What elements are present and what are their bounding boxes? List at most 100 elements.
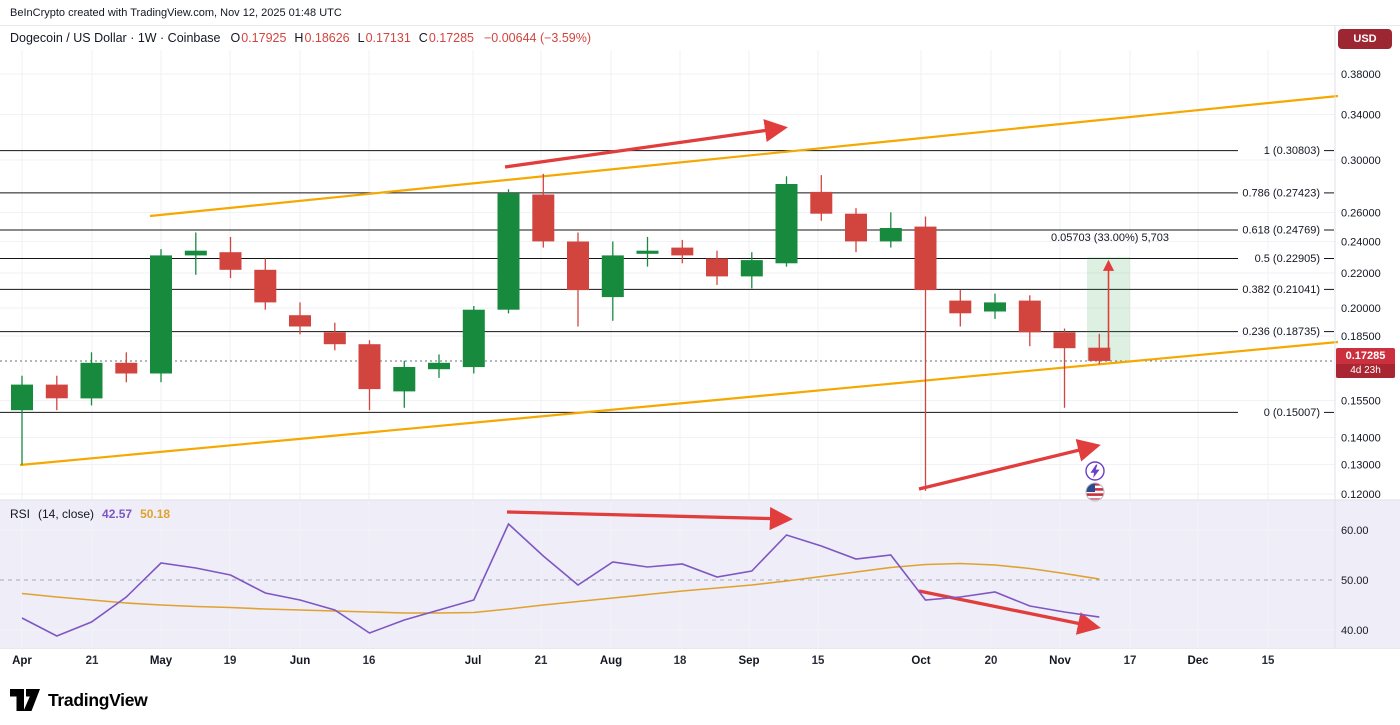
event-icon-us-flag	[1085, 482, 1105, 502]
annotation-arrows	[504, 119, 1101, 635]
candle	[219, 236, 242, 279]
svg-text:0.382 (0.21041): 0.382 (0.21041)	[1242, 284, 1320, 296]
chart-area: 1 (0.30803) 0.786 (0.27423) 0.618 (0.24769…	[0, 26, 1400, 648]
candle	[80, 352, 103, 406]
candle	[949, 290, 972, 327]
open-value: 0.17925	[241, 31, 287, 45]
time-axis-label: 17	[1123, 655, 1137, 667]
tradingview-brand: TradingView	[48, 689, 148, 710]
candle	[810, 175, 833, 221]
svg-text:0.05703 (33.00%) 5,703: 0.05703 (33.00%) 5,703	[1051, 232, 1169, 244]
current-price-value: 0.17285	[1345, 350, 1386, 362]
low-value: 0.17131	[365, 31, 411, 45]
candle	[671, 239, 694, 264]
low-label: L	[357, 31, 365, 45]
change-value: −0.00644 (−3.59%)	[484, 31, 592, 45]
svg-text:0.18500: 0.18500	[1341, 331, 1381, 343]
fib-retracement: 1 (0.30803) 0.786 (0.27423) 0.618 (0.24769…	[0, 145, 1334, 419]
time-axis-label: Aug	[599, 655, 623, 667]
svg-text:0.618 (0.24769): 0.618 (0.24769)	[1242, 225, 1320, 237]
candlestick-series	[11, 173, 1111, 491]
attribution-text: BeInCrypto created with TradingView.com,…	[10, 7, 342, 19]
svg-text:0.30000: 0.30000	[1341, 155, 1381, 167]
svg-text:0.26000: 0.26000	[1341, 207, 1381, 219]
candle	[428, 354, 450, 378]
candle	[601, 241, 624, 321]
svg-text:0.13000: 0.13000	[1341, 460, 1381, 472]
candle	[1088, 333, 1111, 365]
tradingview-logo-icon	[10, 689, 40, 711]
symbol-title: Dogecoin / US Dollar · 1W · Coinbase	[10, 31, 221, 45]
rsi-title: RSI	[10, 507, 31, 521]
candle	[184, 232, 207, 275]
candle	[115, 352, 138, 383]
pane-borders	[0, 26, 1400, 648]
trend-channel	[19, 94, 1339, 467]
candle	[358, 340, 381, 411]
open-label: O	[230, 31, 241, 45]
time-axis-label: Nov	[1049, 655, 1071, 667]
candle	[289, 302, 311, 335]
candle	[567, 232, 589, 327]
rsi-pane-background	[0, 500, 1400, 648]
candle	[740, 252, 763, 289]
time-axis-label: 15	[811, 655, 825, 667]
time-axis-label: 18	[673, 655, 687, 667]
svg-text:0.24000: 0.24000	[1341, 237, 1381, 249]
candle	[879, 212, 902, 248]
candle	[323, 322, 346, 351]
svg-text:0.15500: 0.15500	[1341, 396, 1381, 408]
time-axis-label: May	[149, 655, 173, 667]
svg-text:0.14000: 0.14000	[1341, 433, 1381, 445]
candle	[914, 216, 937, 491]
symbol-legend: Dogecoin / US Dollar · 1W · Coinbase O0.…	[10, 31, 591, 45]
candle	[11, 375, 33, 465]
svg-text:0.786 (0.27423): 0.786 (0.27423)	[1242, 187, 1320, 199]
close-value: 0.17285	[428, 31, 474, 45]
close-label: C	[418, 31, 428, 45]
svg-text:60.00: 60.00	[1341, 525, 1369, 537]
svg-text:0 (0.15007): 0 (0.15007)	[1264, 407, 1320, 419]
currency-button[interactable]: USD	[1338, 29, 1392, 49]
svg-text:0.5 (0.22905): 0.5 (0.22905)	[1255, 253, 1320, 265]
main-chart-svg: 1 (0.30803) 0.786 (0.27423) 0.618 (0.24769…	[0, 26, 1400, 648]
candle	[845, 208, 867, 253]
time-axis-label: 20	[984, 655, 998, 667]
candle	[706, 250, 728, 285]
time-axis-label: Jun	[289, 655, 311, 667]
time-axis-label: Oct	[911, 655, 931, 667]
candle	[636, 236, 659, 267]
high-value: 0.18626	[304, 31, 350, 45]
rsi-ma-value: 50.18	[140, 507, 171, 521]
candle	[45, 375, 68, 411]
svg-text:50.00: 50.00	[1341, 575, 1369, 587]
candle	[254, 258, 277, 310]
svg-text:0.38000: 0.38000	[1341, 69, 1381, 81]
rsi-value: 42.57	[102, 507, 133, 521]
time-axis-label: Sep	[738, 655, 760, 667]
time-axis-label: 19	[223, 655, 237, 667]
time-axis-label: Jul	[464, 655, 482, 667]
time-axis-label: 16	[362, 655, 376, 667]
time-axis-label: Apr	[12, 655, 32, 667]
candle	[150, 249, 172, 383]
grid-lines	[0, 50, 1335, 648]
svg-text:0.34000: 0.34000	[1341, 110, 1381, 122]
rsi-params: (14, close)	[38, 507, 95, 521]
rsi-legend: RSI (14, close) 42.57 50.18	[10, 507, 170, 521]
candle	[532, 173, 555, 248]
time-axis-label: 15	[1261, 655, 1275, 667]
bar-countdown: 4d 23h	[1336, 364, 1395, 378]
time-axis-label: 21	[85, 655, 99, 667]
candle	[984, 293, 1006, 319]
event-icon-lightning	[1085, 461, 1105, 481]
price-scale: 0.38000 0.34000 0.30000 0.26000 0.24000 0.220…	[1341, 69, 1381, 637]
time-axis: Apr 21 May 19 Jun 16 Jul 21 Aug 18 Sep 15 Oct 20 Nov 17…	[0, 648, 1400, 675]
svg-text:0.12000: 0.12000	[1341, 489, 1381, 501]
candle	[393, 360, 416, 408]
attribution-bar: BeInCrypto created with TradingView.com,…	[0, 0, 1400, 26]
time-axis-label: 21	[534, 655, 548, 667]
high-label: H	[294, 31, 304, 45]
time-axis-label: Dec	[1187, 655, 1209, 667]
current-price-tag: 0.17285 4d 23h	[1336, 348, 1395, 378]
